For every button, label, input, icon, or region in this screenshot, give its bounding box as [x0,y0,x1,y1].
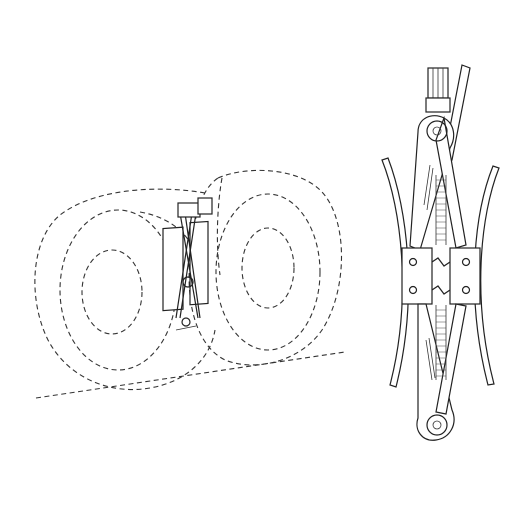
chock-small [163,198,212,330]
top-handle-small [198,198,212,214]
left-plate-small [163,227,183,310]
center-right-plate [450,248,480,304]
lower-right-arm [436,304,466,414]
bottom-link-small [176,326,196,330]
right-tire-sidewall [216,194,320,350]
gear-teeth-bottom [432,286,450,294]
front-view [382,65,499,440]
top-collar [426,98,450,112]
gear-teeth-top [432,258,450,266]
bottom-pivot-small [182,318,190,326]
right-tire-hub [242,228,294,308]
perspective-view [35,170,345,398]
lower-arms [417,304,466,440]
center-left-plate [402,248,432,304]
left-tire [35,189,215,389]
ground-line [36,352,345,398]
right-tire-tread [217,178,222,275]
left-tire-sidewall [60,210,176,370]
left-tire-hub [82,250,142,334]
center-plates [402,248,480,304]
left-tire-outer [35,189,215,389]
top-block-small [178,203,200,217]
upper-arms [410,116,466,250]
